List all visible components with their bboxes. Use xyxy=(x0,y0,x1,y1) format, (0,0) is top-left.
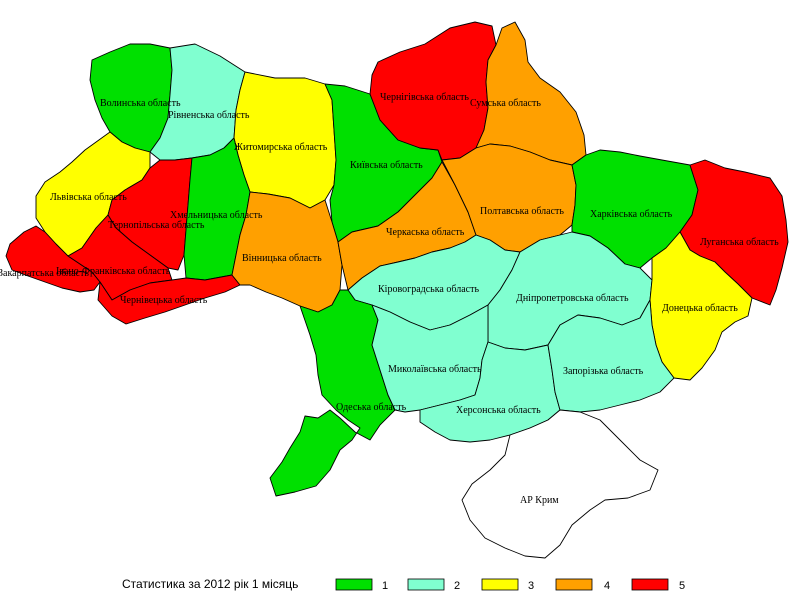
legend-label-4: 4 xyxy=(604,580,610,592)
legend-swatch-2 xyxy=(407,578,445,591)
legend-swatch-5 xyxy=(631,578,669,591)
label-poltava: Полтавська область xyxy=(480,206,564,217)
label-chernivtsi: Чернівецька область xyxy=(120,295,208,306)
label-donetsk: Донецька область xyxy=(662,303,738,314)
label-luhansk: Луганська область xyxy=(700,237,779,248)
label-mykolaiv: Миколаївська область xyxy=(388,364,482,375)
label-kharkiv: Харківська область xyxy=(590,209,673,220)
label-kirovohrad: Кіровоградська область xyxy=(378,284,479,295)
label-zakarpattia: Закарпатська область xyxy=(0,268,89,279)
label-ivano-frankivsk: Івано-Франківська область xyxy=(56,266,171,277)
region-chernivtsi[interactable] xyxy=(97,274,241,325)
regions-layer xyxy=(5,21,789,559)
label-odesa: Одеська область xyxy=(336,402,407,413)
label-volyn: Волинська область xyxy=(100,98,181,109)
label-sumy: Сумська область xyxy=(470,98,541,109)
legend: Статистика за 2012 рік 1 місяць 1 2 3 4 … xyxy=(122,577,685,592)
label-kherson: Херсонська область xyxy=(456,405,541,416)
legend-swatch-4 xyxy=(555,578,593,591)
legend-label-1: 1 xyxy=(382,580,388,592)
legend-swatch-1 xyxy=(335,578,373,591)
legend-label-2: 2 xyxy=(454,580,460,592)
label-vinnytsia: Вінницька область xyxy=(242,253,322,264)
legend-swatch-3 xyxy=(481,578,519,591)
label-kyiv: Київська область xyxy=(350,160,423,171)
region-zhytomyr[interactable] xyxy=(233,71,337,209)
region-crimea[interactable] xyxy=(461,409,659,559)
region-ternopil[interactable] xyxy=(107,157,193,271)
legend-label-5: 5 xyxy=(679,580,685,592)
legend-label-3: 3 xyxy=(528,580,534,592)
region-labels-layer: Волинська область Рівненська область Жит… xyxy=(0,92,779,506)
label-ternopil: Тернопільська область xyxy=(108,220,205,231)
label-zhytomyr: Житомирська область xyxy=(234,142,328,153)
label-zaporizhzhia: Запорізька область xyxy=(563,366,644,377)
label-rivne: Рівненська область xyxy=(168,110,250,121)
region-ivano-frankivsk[interactable] xyxy=(67,214,173,301)
region-zakarpattia[interactable] xyxy=(5,225,101,293)
label-chernihiv: Чернігівська область xyxy=(380,92,469,103)
label-dnipropetrovsk: Дніпропетровська область xyxy=(516,293,629,304)
legend-caption: Статистика за 2012 рік 1 місяць xyxy=(122,577,298,591)
label-crimea: АР Крим xyxy=(520,495,559,506)
label-khmelnytskyi: Хмельницька область xyxy=(170,210,263,221)
label-cherkasy: Черкаська область xyxy=(386,227,465,238)
label-lviv: Львівська область xyxy=(50,192,127,203)
region-odesa[interactable] xyxy=(269,289,396,497)
